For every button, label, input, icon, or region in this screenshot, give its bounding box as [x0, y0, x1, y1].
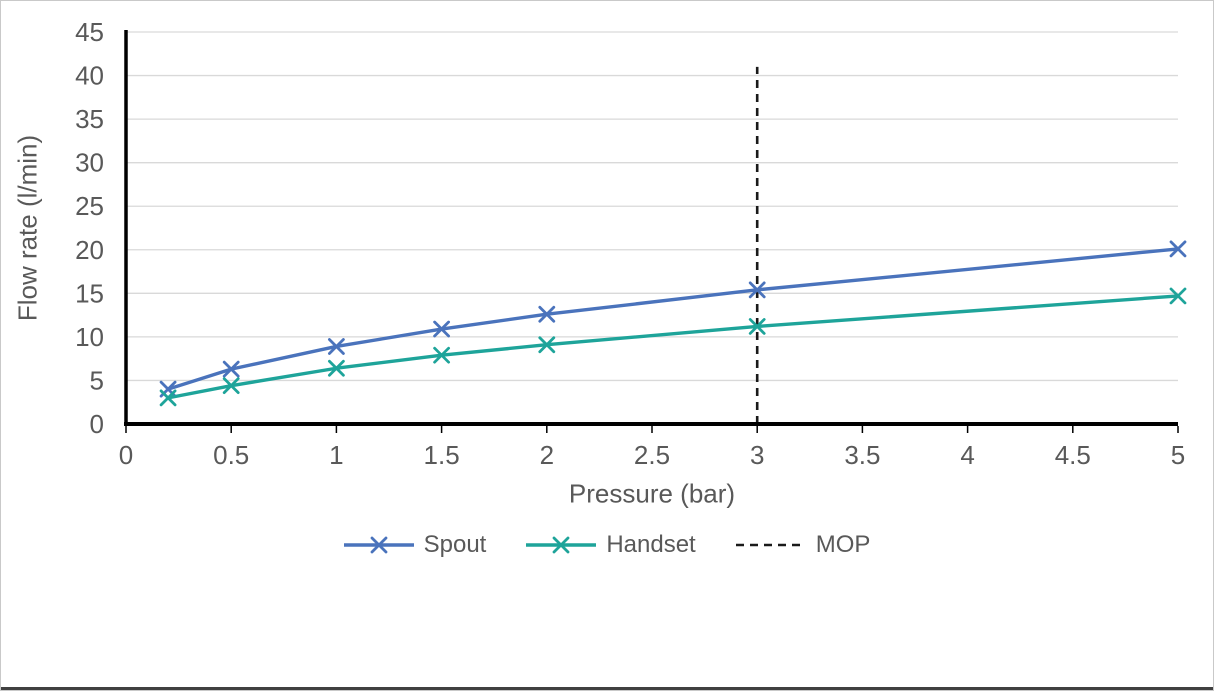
x-marker [370, 536, 388, 554]
x-marker [433, 346, 450, 364]
x-tick-label: 2 [540, 440, 554, 470]
y-tick-label: 25 [75, 191, 104, 221]
y-tick-label: 10 [75, 322, 104, 352]
y-tick-label: 20 [75, 235, 104, 265]
x-marker [748, 318, 766, 335]
x-marker [328, 359, 345, 377]
x-tick-label: 4 [960, 440, 974, 470]
x-marker [538, 336, 556, 354]
legend-item-mop: MOP [735, 531, 871, 559]
x-marker [433, 320, 450, 338]
x-axis-title: Pressure (bar) [568, 478, 736, 509]
x-tick-label: 5 [1171, 440, 1185, 470]
y-tick-label: 40 [75, 61, 104, 91]
x-marker [538, 305, 556, 323]
legend-item-spout: Spout [343, 531, 487, 559]
y-tick-label: 30 [75, 148, 104, 178]
legend-swatch-mop [735, 543, 806, 547]
legend-label: MOP [815, 531, 871, 558]
legend-swatch-handset [526, 536, 597, 554]
y-tick-label: 15 [75, 278, 104, 308]
series-line-spout [167, 247, 1179, 391]
x-tick-label: 3 [750, 440, 764, 470]
series-line-handset [167, 294, 1179, 400]
y-tick-label: 0 [90, 409, 104, 439]
x-tick-label: 4.5 [1055, 440, 1091, 470]
x-tick-label: 2.5 [634, 440, 670, 470]
x-marker [748, 281, 766, 299]
y-axis-title: Flow rate (l/min) [12, 134, 43, 322]
x-marker [328, 338, 345, 355]
x-marker [1169, 287, 1187, 305]
x-tick-label: 0 [119, 440, 133, 470]
bottom-edge-line [1, 687, 1213, 690]
y-tick-label: 5 [90, 365, 104, 395]
y-tick-label: 35 [75, 104, 104, 134]
legend: Spout Handset MOP [1, 530, 1213, 560]
x-tick-label: 1 [329, 440, 343, 470]
legend-item-handset: Handset [526, 531, 696, 559]
x-tick-label: 1.5 [424, 440, 460, 470]
x-tick-label: 0.5 [213, 440, 249, 470]
y-tick-label: 45 [75, 17, 104, 47]
x-marker [1169, 240, 1187, 258]
x-marker [159, 389, 177, 407]
x-marker [222, 360, 240, 378]
legend-swatch-spout [343, 536, 414, 554]
x-marker [552, 536, 570, 554]
x-tick-label: 3.5 [844, 440, 880, 470]
legend-label: Spout [423, 531, 487, 558]
legend-label: Handset [606, 531, 696, 558]
x-marker [222, 377, 240, 395]
